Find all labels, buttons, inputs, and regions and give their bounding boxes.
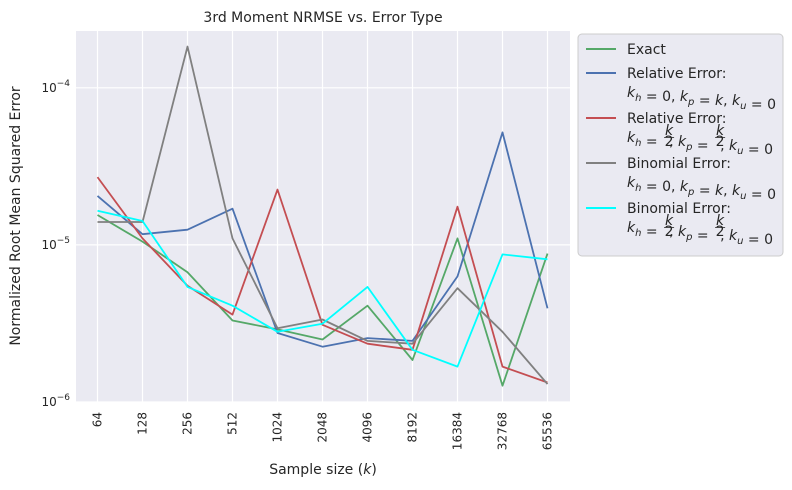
svg-text:2: 2 — [716, 134, 725, 150]
svg-text:k: k — [665, 213, 674, 229]
y-tick-label: 10−4 — [41, 79, 70, 95]
y-axis-label: Normalized Root Mean Squared Error — [8, 86, 24, 346]
svg-text:2: 2 — [665, 224, 674, 240]
chart-title: 3rd Moment NRMSE vs. Error Type — [203, 10, 442, 26]
legend-label: Exact — [627, 42, 666, 58]
x-tick-label: 4096 — [361, 412, 375, 443]
svg-text:2: 2 — [716, 224, 725, 240]
svg-text:k: k — [665, 123, 674, 139]
series-line-0 — [97, 214, 549, 387]
legend-entry-3: Binomial Error: kh = 0, kp = k, ku = 0 — [586, 156, 776, 203]
legend-label: Binomial Error: — [627, 156, 731, 172]
series-line-3 — [97, 45, 549, 385]
svg-text:k: k — [716, 213, 725, 229]
y-tick-label: 10−5 — [41, 236, 70, 252]
series-line-1 — [96, 131, 549, 348]
x-axis-label: Sample size (k) — [269, 462, 377, 478]
legend-fraction: k2 — [664, 123, 675, 150]
series-line-4 — [97, 209, 548, 368]
x-tick-label: 1024 — [271, 412, 285, 443]
x-tick-label: 256 — [181, 412, 195, 435]
legend-label: Relative Error: — [627, 111, 727, 127]
x-tick-label: 512 — [226, 412, 240, 435]
x-axis-ticks: 64 128 256 512 1024 2048 4096 8192 16384 32768 655… — [91, 412, 555, 450]
x-tick-label: 2048 — [316, 412, 330, 443]
legend-entry-0: Exact — [586, 42, 666, 58]
x-tick-label: 128 — [136, 412, 150, 435]
legend-formula: kh = 0, kp = k, ku = 0 — [627, 175, 776, 203]
svg-text:k: k — [716, 123, 725, 139]
legend-formula: kh = , kp = , ku = 0 — [627, 220, 773, 248]
legend-fraction: k2 — [715, 213, 726, 240]
legend-fraction: k2 — [664, 213, 675, 240]
series-line-2 — [96, 176, 548, 384]
x-tick-label: 16384 — [451, 412, 465, 450]
x-tick-label: 32768 — [496, 412, 510, 450]
x-tick-label: 8192 — [406, 412, 420, 443]
y-tick-label: 10−6 — [41, 393, 70, 409]
x-tick-label: 65536 — [541, 412, 555, 450]
legend-formula: kh = , kp = , ku = 0 — [627, 130, 773, 158]
legend-fraction: k2 — [715, 123, 726, 150]
svg-text:2: 2 — [665, 134, 674, 150]
legend-box — [577, 33, 784, 257]
x-tick-label: 64 — [91, 412, 105, 427]
legend-formula: kh = 0, kp = k, ku = 0 — [627, 85, 776, 113]
legend-label: Binomial Error: — [627, 201, 731, 217]
y-axis-ticks: 10−6 10−5 10−4 — [41, 79, 70, 409]
series-layer — [96, 45, 549, 387]
legend-entry-1: Relative Error: kh = 0, kp = k, ku = 0 — [586, 66, 776, 113]
legend-label: Relative Error: — [627, 66, 727, 82]
